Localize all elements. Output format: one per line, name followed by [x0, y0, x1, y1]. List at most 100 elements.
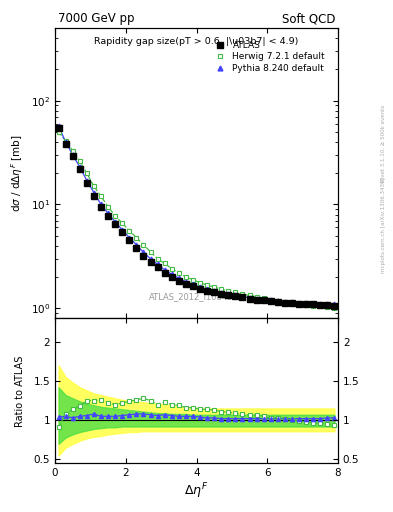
Y-axis label: d$\sigma$ / d$\Delta\eta^F$ [mb]: d$\sigma$ / d$\Delta\eta^F$ [mb] — [9, 134, 25, 212]
Herwig 7.2.1 default — [275, 297, 280, 304]
Pythia 8.240 default — [198, 284, 202, 290]
Pythia 8.240 default — [134, 242, 139, 248]
Herwig 7.2.1 default — [77, 158, 82, 164]
ATLAS — [283, 300, 287, 306]
Pythia 8.240 default — [268, 297, 273, 304]
Pythia 8.240 default — [84, 178, 89, 184]
Herwig 7.2.1 default — [304, 302, 309, 308]
ATLAS — [169, 274, 174, 280]
Pythia 8.240 default — [70, 152, 75, 158]
ATLAS — [240, 294, 245, 301]
Herwig 7.2.1 default — [141, 242, 146, 248]
ATLAS — [92, 193, 96, 199]
Text: ATLAS_2012_I1084540: ATLAS_2012_I1084540 — [149, 292, 244, 301]
ATLAS — [318, 302, 323, 308]
X-axis label: $\Delta\eta^F$: $\Delta\eta^F$ — [184, 481, 209, 501]
Pythia 8.240 default — [297, 300, 301, 306]
ATLAS — [212, 289, 217, 295]
ATLAS — [254, 296, 259, 303]
Herwig 7.2.1 default — [162, 261, 167, 267]
Pythia 8.240 default — [148, 255, 153, 262]
Pythia 8.240 default — [240, 294, 245, 300]
Herwig 7.2.1 default — [191, 276, 195, 283]
Pythia 8.240 default — [332, 301, 337, 307]
Pythia 8.240 default — [226, 291, 231, 297]
Line: Pythia 8.240 default: Pythia 8.240 default — [56, 123, 337, 307]
Pythia 8.240 default — [92, 189, 96, 196]
Pythia 8.240 default — [254, 296, 259, 302]
Herwig 7.2.1 default — [261, 295, 266, 301]
Line: Herwig 7.2.1 default: Herwig 7.2.1 default — [56, 130, 337, 311]
Pythia 8.240 default — [261, 296, 266, 303]
Pythia 8.240 default — [141, 249, 146, 255]
Text: Rapidity gap size(pT > 0.6, |\u03b7| < 4.9): Rapidity gap size(pT > 0.6, |\u03b7| < 4… — [94, 37, 299, 46]
Pythia 8.240 default — [205, 286, 209, 292]
Pythia 8.240 default — [162, 267, 167, 273]
Herwig 7.2.1 default — [318, 304, 323, 310]
ATLAS — [63, 141, 68, 147]
Herwig 7.2.1 default — [120, 220, 125, 226]
Herwig 7.2.1 default — [283, 299, 287, 305]
Pythia 8.240 default — [63, 139, 68, 145]
Pythia 8.240 default — [283, 299, 287, 305]
Pythia 8.240 default — [233, 292, 238, 298]
ATLAS — [332, 303, 337, 309]
Herwig 7.2.1 default — [219, 286, 224, 292]
Pythia 8.240 default — [311, 301, 316, 307]
Pythia 8.240 default — [155, 261, 160, 267]
Text: Rivet 3.1.10, ≥ 500k events: Rivet 3.1.10, ≥ 500k events — [381, 105, 386, 182]
Herwig 7.2.1 default — [311, 303, 316, 309]
Herwig 7.2.1 default — [205, 282, 209, 288]
Herwig 7.2.1 default — [325, 304, 330, 310]
Herwig 7.2.1 default — [155, 255, 160, 262]
ATLAS — [233, 293, 238, 300]
ATLAS — [268, 298, 273, 304]
Pythia 8.240 default — [77, 164, 82, 170]
Line: ATLAS: ATLAS — [56, 125, 337, 308]
Pythia 8.240 default — [318, 301, 323, 307]
ATLAS — [176, 278, 181, 284]
Text: Soft QCD: Soft QCD — [282, 12, 335, 25]
ATLAS — [84, 180, 89, 186]
ATLAS — [198, 286, 202, 292]
Pythia 8.240 default — [127, 234, 132, 241]
Herwig 7.2.1 default — [169, 266, 174, 272]
Herwig 7.2.1 default — [106, 204, 110, 210]
ATLAS — [141, 253, 146, 259]
ATLAS — [205, 288, 209, 294]
Herwig 7.2.1 default — [176, 270, 181, 276]
Herwig 7.2.1 default — [247, 292, 252, 298]
ATLAS — [297, 301, 301, 307]
Herwig 7.2.1 default — [113, 212, 118, 219]
ATLAS — [304, 301, 309, 307]
Herwig 7.2.1 default — [134, 234, 139, 241]
ATLAS — [184, 281, 188, 287]
Herwig 7.2.1 default — [297, 301, 301, 307]
Pythia 8.240 default — [219, 290, 224, 296]
Legend: ATLAS, Herwig 7.2.1 default, Pythia 8.240 default: ATLAS, Herwig 7.2.1 default, Pythia 8.24… — [209, 38, 328, 75]
Text: mcplots.cern.ch [arXiv:1306.3436]: mcplots.cern.ch [arXiv:1306.3436] — [381, 178, 386, 273]
Pythia 8.240 default — [120, 227, 125, 233]
Pythia 8.240 default — [184, 279, 188, 285]
ATLAS — [77, 166, 82, 172]
ATLAS — [219, 291, 224, 297]
ATLAS — [113, 221, 118, 227]
Pythia 8.240 default — [212, 288, 217, 294]
Y-axis label: Ratio to ATLAS: Ratio to ATLAS — [15, 355, 25, 426]
Pythia 8.240 default — [247, 295, 252, 301]
Pythia 8.240 default — [113, 219, 118, 225]
Herwig 7.2.1 default — [99, 193, 103, 199]
ATLAS — [311, 301, 316, 307]
Pythia 8.240 default — [325, 301, 330, 307]
Herwig 7.2.1 default — [198, 280, 202, 286]
ATLAS — [247, 295, 252, 302]
ATLAS — [70, 154, 75, 160]
Herwig 7.2.1 default — [226, 288, 231, 294]
Herwig 7.2.1 default — [148, 249, 153, 255]
Pythia 8.240 default — [191, 281, 195, 287]
ATLAS — [155, 264, 160, 270]
Pythia 8.240 default — [99, 201, 103, 207]
Pythia 8.240 default — [106, 210, 110, 217]
Herwig 7.2.1 default — [127, 227, 132, 233]
ATLAS — [261, 297, 266, 304]
